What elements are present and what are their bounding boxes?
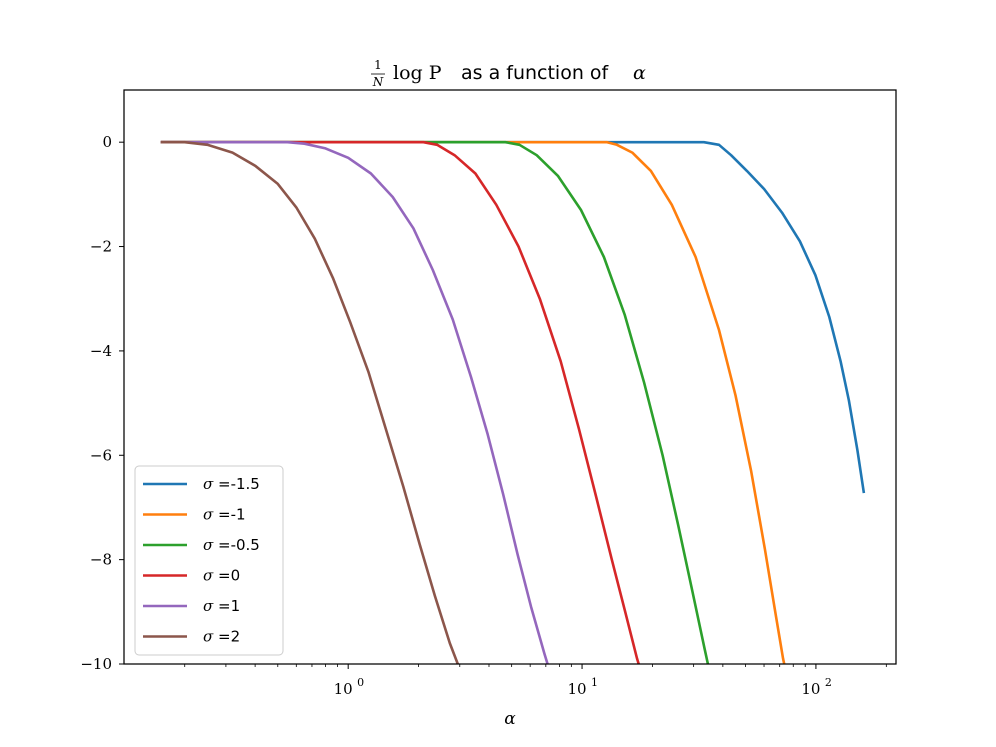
plot-frame (123, 89, 897, 665)
x-tick-label-exponent: 0 (357, 676, 364, 689)
x-tick-label: 10 (801, 680, 820, 698)
x-axis: 10 0 10 1 10 2 (184, 664, 887, 698)
series-line-2 (160, 140, 710, 664)
legend-label-1: σ =-1 (203, 506, 246, 524)
title-variable: α (633, 62, 646, 84)
series-line-5 (160, 140, 460, 664)
y-tick-label: −2 (90, 238, 112, 256)
x-tick-label: 10 (568, 680, 587, 698)
y-axis: 0 −2 −4 −6 −8 −10 (80, 133, 124, 673)
title-text: as a function of (461, 62, 610, 84)
series-line-0 (160, 140, 866, 494)
legend-label-2: σ =-0.5 (203, 536, 260, 554)
y-tick-label: 0 (102, 133, 112, 151)
title-math: log P (393, 62, 442, 84)
chart-title: 1 N log P as a function of α (371, 58, 646, 89)
series-layer (160, 140, 866, 664)
x-tick-label-exponent: 1 (591, 676, 598, 689)
y-tick-label: −6 (90, 446, 112, 464)
y-tick-label: −8 (90, 551, 112, 569)
legend: σ =-1.5 σ =-1 σ =-0.5 σ =0 σ =1 σ =2 (134, 465, 284, 656)
legend-label-4: σ =1 (203, 597, 240, 615)
x-tick-label-exponent: 2 (825, 676, 832, 689)
legend-label-0: σ =-1.5 (203, 475, 260, 493)
series-line-3 (160, 140, 641, 664)
y-tick-label: −10 (80, 655, 112, 673)
legend-label-5: σ =2 (203, 628, 240, 646)
title-fraction-numerator: 1 (374, 58, 382, 72)
series-line-1 (160, 140, 786, 664)
x-tick-label: 10 (334, 680, 353, 698)
title-fraction-denominator: N (372, 75, 384, 89)
y-tick-label: −4 (90, 342, 112, 360)
series-line-4 (160, 140, 549, 664)
x-axis-label: α (504, 709, 516, 729)
legend-label-3: σ =0 (203, 567, 240, 585)
